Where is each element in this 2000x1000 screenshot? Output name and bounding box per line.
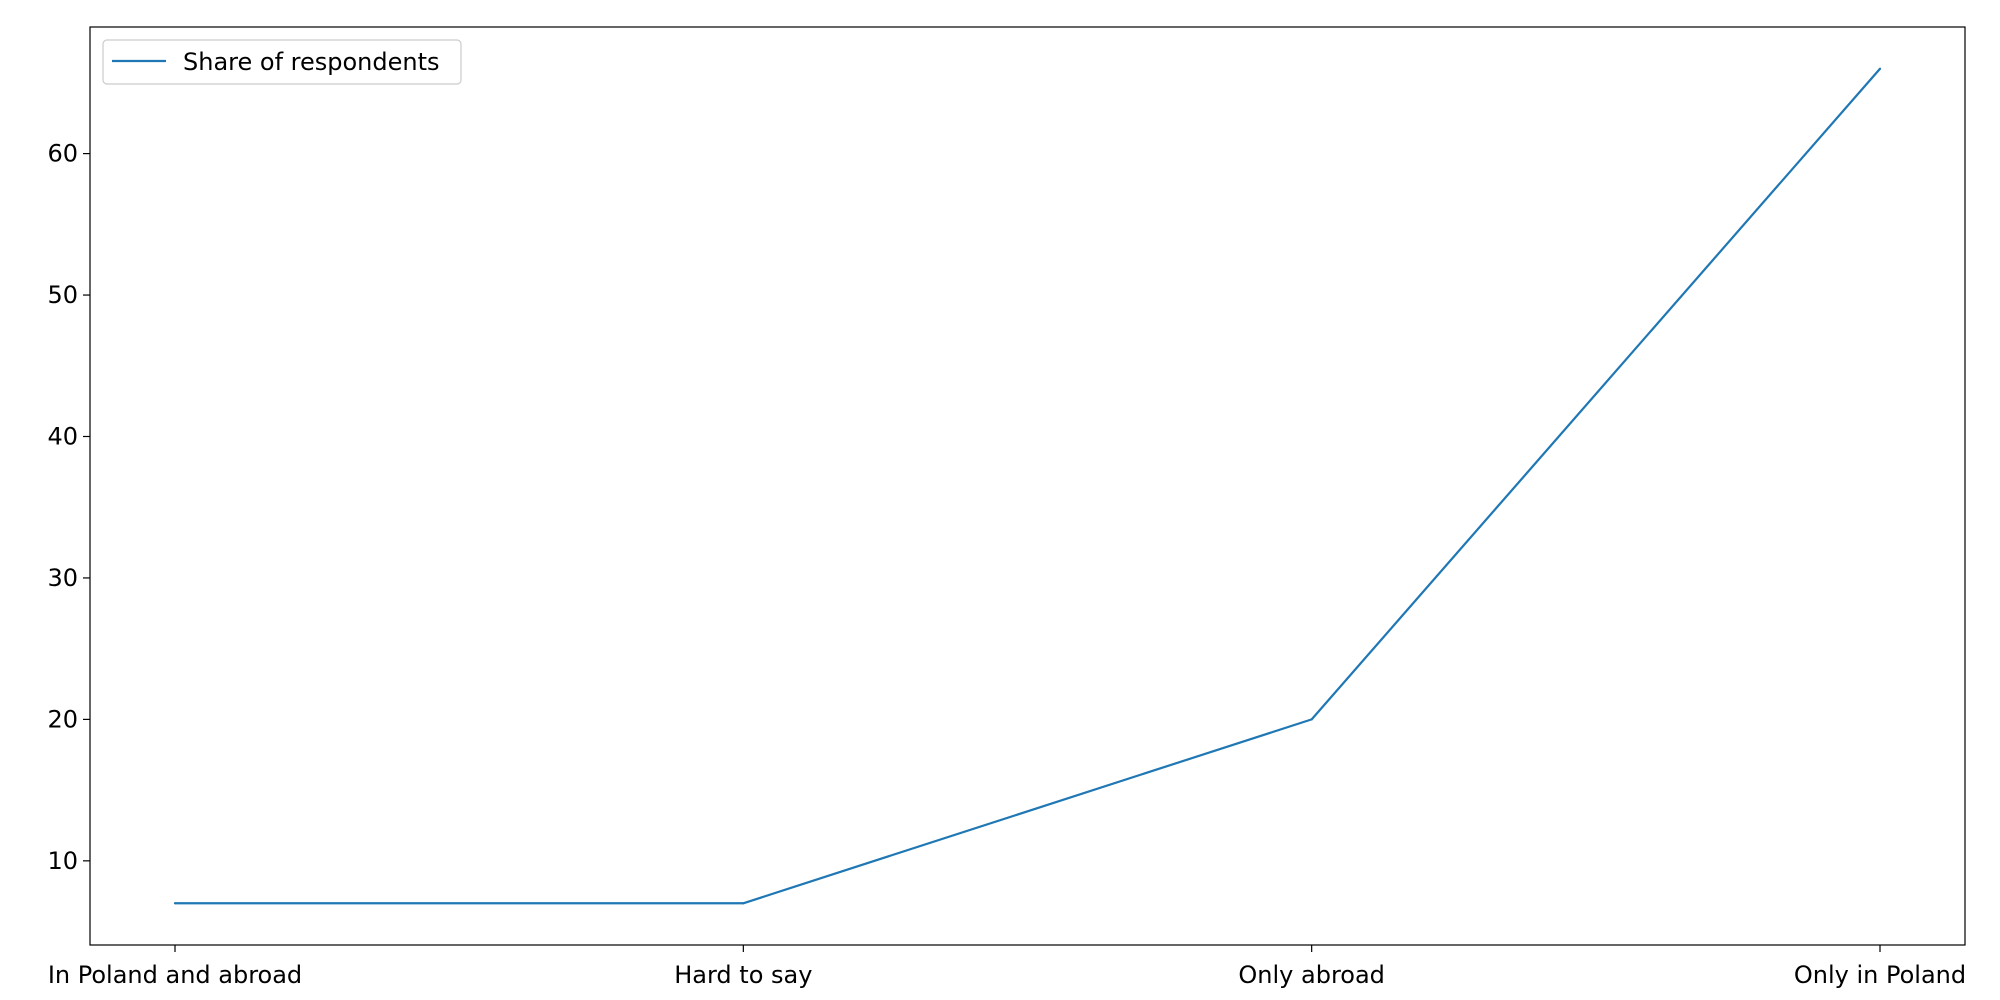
x-tick-label: Hard to say bbox=[674, 961, 812, 989]
y-tick-label: 20 bbox=[47, 705, 78, 733]
data-point bbox=[173, 902, 177, 905]
y-tick-label: 40 bbox=[47, 422, 78, 450]
y-tick-label: 60 bbox=[47, 140, 78, 168]
x-tick-label: Only abroad bbox=[1238, 961, 1385, 989]
y-tick-label: 10 bbox=[47, 847, 78, 875]
legend-label: Share of respondents bbox=[183, 48, 440, 76]
legend-box bbox=[102, 39, 462, 85]
data-point bbox=[742, 902, 745, 905]
x-tick-label: Only in Poland bbox=[1794, 961, 1966, 989]
axis-ticks: In Poland and abroad Hard to say Only abro… bbox=[47, 140, 1966, 989]
y-tick-label: 50 bbox=[47, 281, 78, 309]
series-line bbox=[175, 68, 1881, 905]
plot-frame bbox=[89, 26, 1966, 946]
series-layer bbox=[173, 67, 1882, 905]
x-tick-label: In Poland and abroad bbox=[48, 961, 302, 989]
y-tick-label: 30 bbox=[47, 564, 78, 592]
data-point bbox=[1310, 718, 1313, 721]
legend: Share of respondents bbox=[102, 39, 462, 85]
data-point bbox=[1878, 67, 1882, 70]
